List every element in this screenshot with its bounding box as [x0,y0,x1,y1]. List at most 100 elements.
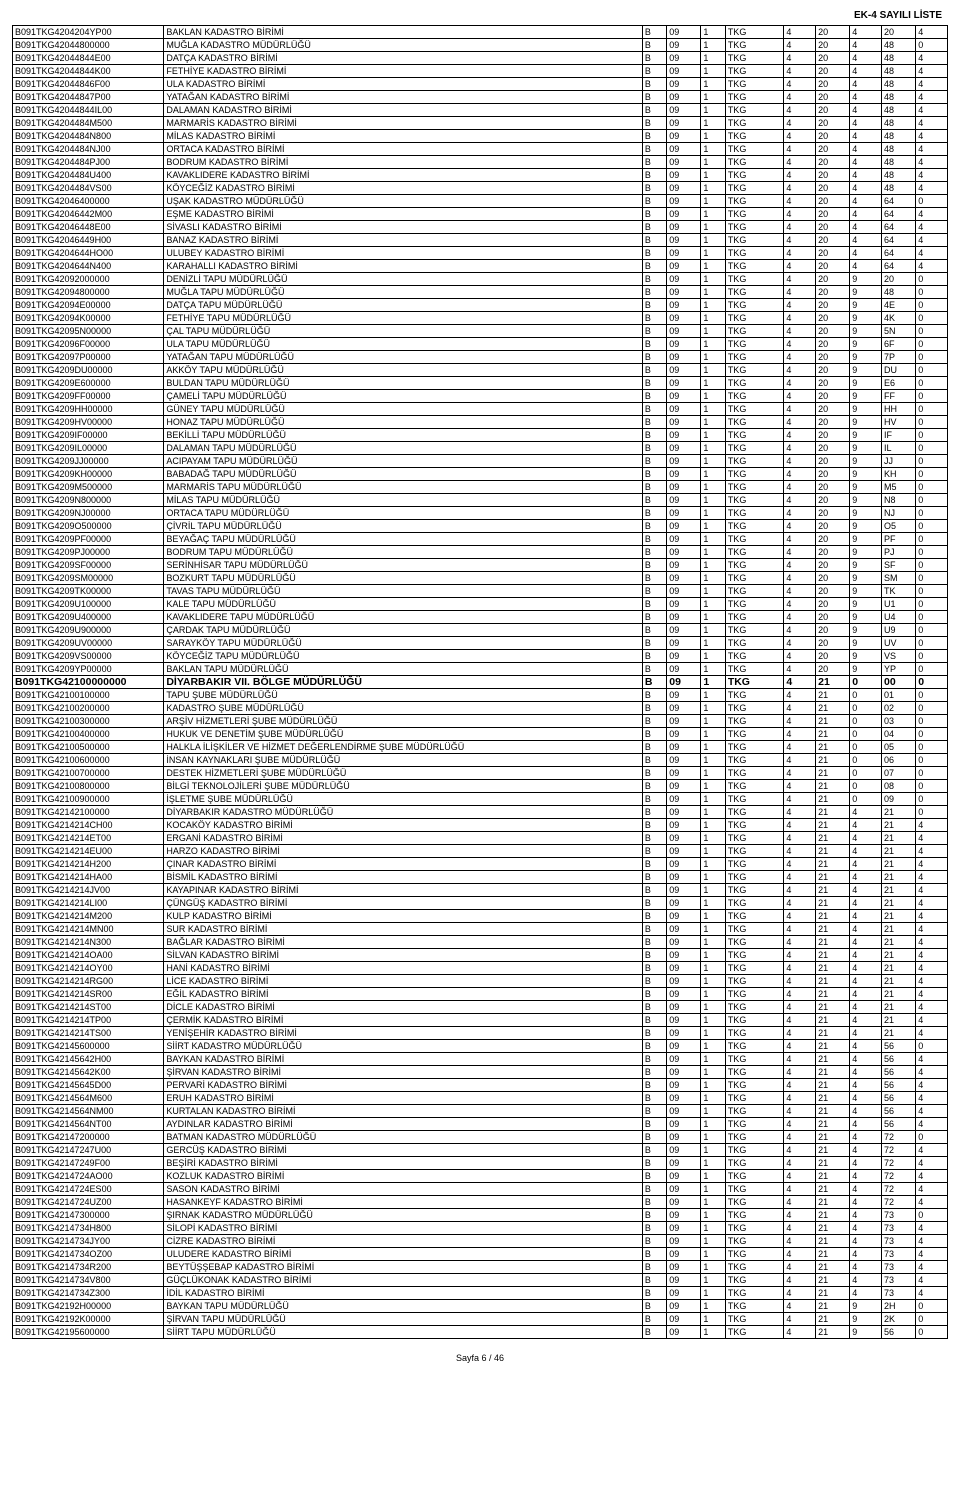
table-cell: B [642,923,666,936]
table-cell: KÖYCEĞİZ KADASTRO BİRİMİ [164,182,642,195]
table-cell: 1 [701,871,725,884]
table-cell: 4 [784,468,816,481]
table-cell: 1 [701,351,725,364]
table-cell: KOZLUK KADASTRO BİRİMİ [164,1170,642,1183]
table-cell: 1 [701,377,725,390]
table-cell: 4 [850,1209,882,1222]
table-cell: 4 [850,182,882,195]
table-cell: 21 [816,1287,850,1300]
table-cell: B [642,949,666,962]
table-cell: TKG [725,1300,784,1313]
table-cell: 4 [784,793,816,806]
table-cell: AKKÖY TAPU MÜDÜRLÜĞÜ [164,364,642,377]
table-cell: 02 [882,702,916,715]
table-cell: 1 [701,1053,725,1066]
table-cell: 4 [916,1014,948,1027]
table-cell: NJ [882,507,916,520]
table-cell: 21 [816,936,850,949]
table-cell: ŞİRVAN TAPU MÜDÜRLÜĞÜ [164,1313,642,1326]
table-cell: SARAYKÖY TAPU MÜDÜRLÜĞÜ [164,637,642,650]
table-cell: 20 [816,377,850,390]
table-cell: B091TKG42046448E00 [13,221,164,234]
table-cell: 2H [882,1300,916,1313]
table-cell: 48 [882,143,916,156]
table-cell: 09 [667,39,701,52]
table-cell: 4 [916,1053,948,1066]
table-cell: TKG [725,1079,784,1092]
table-cell: 21 [882,819,916,832]
table-cell: ULUDERE KADASTRO BİRİMİ [164,1248,642,1261]
table-cell: KH [882,468,916,481]
table-cell: ÇAMELİ TAPU MÜDÜRLÜĞÜ [164,390,642,403]
table-row: B091TKG42094800000MUĞLA TAPU MÜDÜRLÜĞÜB0… [13,286,948,299]
table-cell: B [642,234,666,247]
table-cell: 4 [784,1261,816,1274]
table-cell: 0 [916,325,948,338]
table-cell: 4 [784,533,816,546]
table-cell: B091TKG4209U100000 [13,598,164,611]
table-row: B091TKG4209SF00000SERİNHİSAR TAPU MÜDÜRL… [13,559,948,572]
table-cell: 20 [816,364,850,377]
table-cell: 09 [667,1170,701,1183]
table-cell: 1 [701,1235,725,1248]
table-cell: B091TKG4209HV00000 [13,416,164,429]
table-row: B091TKG42100800000BİLGİ TEKNOLOJİLERİ ŞU… [13,780,948,793]
table-cell: 4 [784,988,816,1001]
table-cell: 21 [816,1157,850,1170]
table-cell: 9 [850,468,882,481]
table-cell: 9 [850,572,882,585]
table-cell: 4 [784,845,816,858]
table-cell: 4 [916,221,948,234]
table-cell: 21 [816,728,850,741]
table-cell: B [642,793,666,806]
table-cell: B091TKG4204484M500 [13,117,164,130]
table-cell: 0 [916,676,948,689]
table-cell: B091TKG4209U900000 [13,624,164,637]
table-cell: DALAMAN TAPU MÜDÜRLÜĞÜ [164,442,642,455]
table-cell: 4 [850,78,882,91]
table-cell: B091TKG42100700000 [13,767,164,780]
table-cell: 4 [916,923,948,936]
table-cell: 4 [784,559,816,572]
table-cell: 21 [816,1300,850,1313]
table-cell: 0 [916,806,948,819]
table-cell: 4 [784,611,816,624]
table-row: B091TKG42145645D00PERVARİ KADASTRO BİRİM… [13,1079,948,1092]
table-cell: B [642,988,666,1001]
table-cell: 09 [667,1300,701,1313]
table-cell: TKG [725,741,784,754]
table-cell: 21 [816,767,850,780]
table-cell: 4 [850,988,882,1001]
table-cell: 20 [816,429,850,442]
table-cell: B [642,312,666,325]
table-cell: B [642,78,666,91]
table-cell: 09 [667,234,701,247]
table-cell: TKG [725,923,784,936]
table-cell: 21 [816,1001,850,1014]
table-cell: 4 [916,130,948,143]
table-cell: B091TKG4209IF00000 [13,429,164,442]
table-cell: B [642,377,666,390]
table-cell: FF [882,390,916,403]
table-cell: 21 [816,1014,850,1027]
table-cell: TKG [725,325,784,338]
table-cell: 09 [667,1144,701,1157]
table-cell: B [642,559,666,572]
table-cell: 4 [784,1196,816,1209]
table-cell: B [642,26,666,39]
table-cell: DATÇA TAPU MÜDÜRLÜĞÜ [164,299,642,312]
table-cell: 0 [916,455,948,468]
table-cell: 20 [882,273,916,286]
table-cell: 9 [850,507,882,520]
table-cell: 1 [701,637,725,650]
table-cell: TKG [725,793,784,806]
table-cell: B [642,481,666,494]
table-cell: 20 [816,221,850,234]
table-cell: B091TKG4209JJ00000 [13,455,164,468]
table-cell: 21 [816,806,850,819]
table-row: B091TKG4214734R200BEYTÜŞŞEBAP KADASTRO B… [13,1261,948,1274]
table-cell: 48 [882,169,916,182]
table-row: B091TKG42100200000KADASTRO ŞUBE MÜDÜRLÜĞ… [13,702,948,715]
table-row: B091TKG42147247U00GERCÜŞ KADASTRO BİRİMİ… [13,1144,948,1157]
table-cell: 21 [816,1222,850,1235]
